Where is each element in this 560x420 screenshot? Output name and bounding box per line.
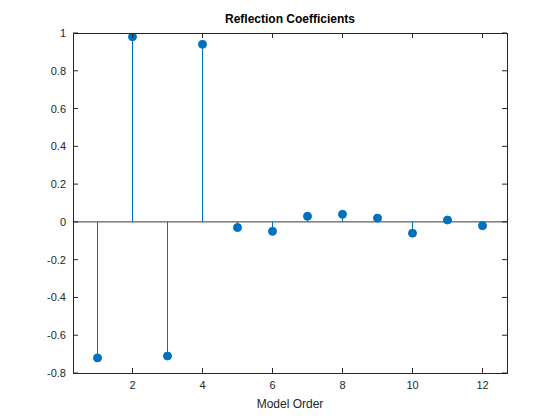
stem-marker <box>304 212 312 220</box>
x-tick <box>132 368 133 373</box>
stem-marker <box>234 224 242 232</box>
stem <box>97 222 98 358</box>
x-tick <box>272 33 273 38</box>
stem-marker <box>409 229 417 237</box>
x-tick <box>482 368 483 373</box>
y-tick <box>73 221 78 222</box>
chart: -0.8-0.6-0.4-0.200.20.40.60.8124681012Re… <box>0 0 560 420</box>
stem <box>202 44 203 222</box>
stem <box>132 37 133 222</box>
title: Reflection Coefficients <box>225 12 355 26</box>
y-tick <box>73 335 78 336</box>
stem-marker <box>444 216 452 224</box>
axes-frame <box>73 33 507 373</box>
y-tick <box>502 335 507 336</box>
x-tick-label: 4 <box>199 379 205 391</box>
x-tick <box>132 33 133 38</box>
plot-area <box>73 33 507 373</box>
y-tick-label: 0.6 <box>51 103 66 115</box>
x-tick <box>342 368 343 373</box>
x-tick <box>482 33 483 38</box>
y-tick-label: 0.2 <box>51 178 66 190</box>
x-tick-label: 8 <box>339 379 345 391</box>
stem-marker <box>164 352 172 360</box>
y-tick <box>502 146 507 147</box>
y-tick <box>502 373 507 374</box>
y-tick <box>73 146 78 147</box>
x-tick-label: 2 <box>129 379 135 391</box>
y-tick <box>502 108 507 109</box>
stem-marker <box>479 222 487 230</box>
y-tick <box>73 70 78 71</box>
y-tick <box>502 33 507 34</box>
stem-marker <box>339 210 347 218</box>
y-tick-label: -0.8 <box>47 367 66 379</box>
y-tick-label: 0.4 <box>51 140 66 152</box>
y-tick-label: -0.2 <box>47 254 66 266</box>
x-tick <box>342 33 343 38</box>
x-tick-label: 10 <box>406 379 418 391</box>
x-tick-label: 12 <box>476 379 488 391</box>
x-tick <box>202 33 203 38</box>
x-tick <box>412 33 413 38</box>
background <box>0 0 560 420</box>
x-tick <box>202 368 203 373</box>
y-tick <box>73 373 78 374</box>
stem-marker <box>129 33 137 41</box>
y-tick <box>502 259 507 260</box>
data-group <box>73 33 507 362</box>
y-tick <box>73 33 78 34</box>
y-tick <box>502 221 507 222</box>
y-tick-label: 0.8 <box>51 65 66 77</box>
x-tick-label: 6 <box>269 379 275 391</box>
stem-marker <box>269 227 277 235</box>
y-tick <box>502 297 507 298</box>
y-tick <box>73 184 78 185</box>
x-axis-label: Model Order <box>257 397 324 411</box>
stem-marker <box>374 214 382 222</box>
y-tick-label: 0 <box>60 216 66 228</box>
x-tick <box>272 368 273 373</box>
y-tick-label: -0.4 <box>47 291 66 303</box>
y-tick <box>73 259 78 260</box>
y-tick <box>502 184 507 185</box>
baseline <box>73 221 507 222</box>
y-tick <box>73 297 78 298</box>
x-tick <box>412 368 413 373</box>
y-tick <box>73 108 78 109</box>
y-tick-label: 1 <box>60 27 66 39</box>
stem <box>167 222 168 356</box>
stem-marker <box>94 354 102 362</box>
y-tick-label: -0.6 <box>47 329 66 341</box>
y-tick <box>502 70 507 71</box>
stem-marker <box>199 40 207 48</box>
